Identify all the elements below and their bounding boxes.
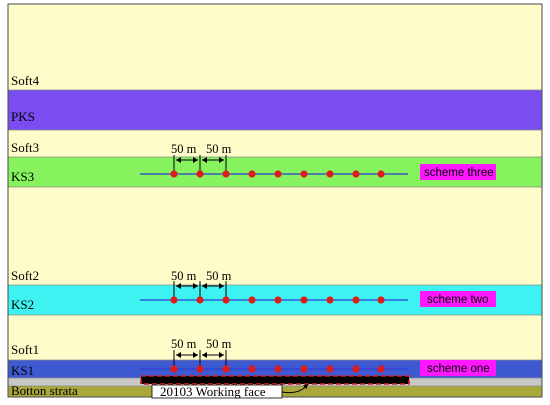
working-face: 20103 Working face (140, 375, 410, 399)
monitoring-point (274, 365, 282, 373)
monitoring-point (222, 365, 230, 373)
layer-soft2 (8, 187, 542, 285)
monitoring-point (196, 365, 204, 373)
spacing-label: 50 m (206, 337, 232, 351)
monitoring-point (300, 296, 308, 304)
monitoring-point (352, 365, 360, 373)
monitoring-point (352, 296, 360, 304)
scheme-tag-bg (420, 291, 496, 307)
monitoring-point (326, 365, 334, 373)
arrowhead-icon (303, 384, 308, 389)
monitoring-point (196, 296, 204, 304)
monitoring-points (170, 296, 385, 304)
label-soft4: Soft4 (11, 73, 40, 88)
label-soft3: Soft3 (11, 140, 39, 155)
layer-soft3 (8, 130, 542, 157)
layer-soft4 (8, 4, 542, 90)
monitoring-point (377, 170, 385, 178)
monitoring-point (170, 170, 178, 178)
working-face-outline (140, 375, 410, 385)
spacing-label: 50 m (171, 337, 197, 351)
monitoring-points (170, 170, 385, 178)
monitoring-point (326, 296, 334, 304)
scheme-tag: scheme three (424, 167, 494, 179)
monitoring-point (248, 365, 256, 373)
monitoring-point (170, 365, 178, 373)
scheme-one: 50 m 50 m scheme one (140, 337, 496, 376)
monitoring-point (352, 170, 360, 178)
monitoring-point (300, 365, 308, 373)
monitoring-point (274, 170, 282, 178)
label-ks3: KS3 (11, 169, 34, 184)
scheme-tag: scheme two (427, 294, 488, 306)
monitoring-point (222, 296, 230, 304)
monitoring-point (300, 170, 308, 178)
monitoring-point (170, 296, 178, 304)
spacing-label: 50 m (171, 269, 197, 283)
layer-soft1 (8, 315, 542, 360)
spacing-label: 50 m (206, 269, 232, 283)
monitoring-point (377, 365, 385, 373)
scheme-tag: scheme one (427, 363, 490, 375)
scheme-tag-bg (420, 360, 496, 376)
label-ks2: KS2 (11, 297, 34, 312)
monitoring-point (326, 170, 334, 178)
scheme-two: 50 m 50 m scheme two (140, 269, 496, 307)
monitoring-point (274, 296, 282, 304)
working-face-block (141, 376, 409, 384)
scheme-tag-bg (420, 164, 496, 180)
working-face-label-box (151, 384, 283, 399)
label-soft2: Soft2 (11, 268, 39, 283)
monitoring-point (377, 296, 385, 304)
monitoring-point (222, 170, 230, 178)
layer-separators (8, 89, 542, 387)
monitoring-point (196, 170, 204, 178)
label-ks1: KS1 (11, 363, 34, 378)
spacing-markers (173, 350, 227, 369)
spacing-label: 50 m (171, 142, 197, 156)
spacing-label: 50 m (206, 142, 232, 156)
monitoring-point (248, 296, 256, 304)
monitoring-point (248, 170, 256, 178)
working-face-label: 20103 Working face (160, 384, 266, 399)
scheme-three: 50 m 50 m scheme three (140, 142, 496, 180)
label-pks: PKS (11, 109, 35, 124)
label-soft1: Soft1 (11, 342, 39, 357)
monitoring-points (170, 365, 385, 373)
label-bottom: Botton strata (11, 383, 78, 398)
layer-pks (8, 90, 542, 130)
